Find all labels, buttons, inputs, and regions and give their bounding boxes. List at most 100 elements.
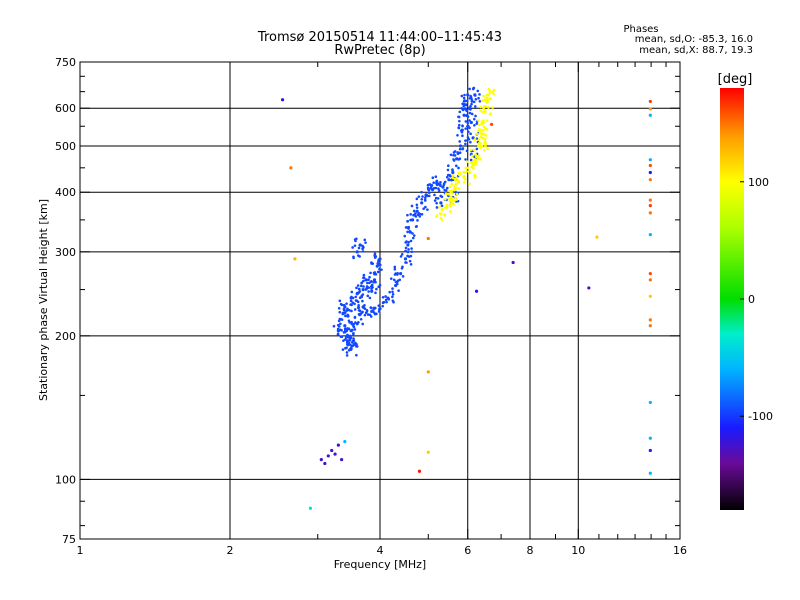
colorbar-ticks: 100 0 -100 bbox=[740, 176, 773, 423]
data-point-jitter bbox=[404, 246, 408, 250]
data-point bbox=[595, 235, 599, 239]
data-point-jitter bbox=[483, 148, 486, 152]
x-tick-label: 16 bbox=[673, 544, 687, 557]
data-point-jitter bbox=[477, 119, 480, 122]
data-point-jitter bbox=[464, 127, 467, 130]
data-point-jitter bbox=[457, 115, 460, 119]
data-point-jitter bbox=[453, 199, 456, 203]
data-point-jitter bbox=[373, 256, 377, 259]
data-point bbox=[474, 289, 479, 293]
data-point-jitter bbox=[472, 100, 476, 104]
data-point-jitter bbox=[433, 199, 437, 202]
data-point-jitter bbox=[441, 207, 444, 210]
x-tick-label: 6 bbox=[464, 544, 471, 557]
data-point-jitter bbox=[415, 206, 419, 209]
data-point-jitter bbox=[355, 353, 358, 357]
data-point-jitter bbox=[412, 234, 416, 237]
data-point-jitter bbox=[405, 261, 408, 264]
data-point-jitter bbox=[453, 185, 456, 189]
data-point bbox=[439, 201, 443, 205]
data-point bbox=[426, 370, 430, 374]
data-point-jitter bbox=[371, 285, 374, 289]
data-point bbox=[511, 260, 515, 265]
data-point-jitter bbox=[392, 278, 396, 282]
data-point-jitter bbox=[450, 182, 454, 186]
data-point-jitter bbox=[350, 322, 354, 326]
data-point-jitter bbox=[362, 246, 365, 249]
data-point-jitter bbox=[461, 147, 464, 151]
data-point-jitter bbox=[423, 199, 427, 202]
data-point-jitter bbox=[357, 304, 360, 307]
data-point-jitter bbox=[365, 287, 368, 291]
data-point-jitter bbox=[462, 96, 466, 100]
data-point bbox=[330, 448, 334, 453]
data-point-jitter bbox=[342, 308, 346, 312]
data-point bbox=[466, 93, 470, 97]
data-point-jitter bbox=[488, 91, 492, 94]
data-point-jitter bbox=[439, 216, 443, 220]
data-point-jitter bbox=[456, 179, 460, 182]
data-point-jitter bbox=[345, 351, 349, 354]
data-point-jitter bbox=[345, 302, 348, 305]
data-point bbox=[361, 287, 365, 292]
data-point-jitter bbox=[440, 195, 444, 199]
data-point-jitter bbox=[462, 175, 465, 179]
data-point-jitter bbox=[418, 212, 422, 216]
data-point-jitter bbox=[395, 282, 399, 286]
data-point-jitter bbox=[482, 98, 486, 102]
data-point-jitter bbox=[435, 201, 438, 205]
data-point-jitter bbox=[350, 320, 353, 324]
colorbar-tick-label: 0 bbox=[748, 293, 755, 306]
y-tick-label: 600 bbox=[55, 102, 76, 115]
y-tick-label: 750 bbox=[55, 56, 76, 69]
data-point-jitter bbox=[452, 202, 456, 206]
data-point bbox=[648, 170, 652, 175]
data-point-jitter bbox=[439, 180, 442, 184]
data-point-jitter bbox=[468, 170, 471, 173]
data-point-jitter bbox=[475, 122, 479, 125]
data-point-jitter bbox=[460, 130, 464, 134]
data-point-jitter bbox=[374, 280, 377, 284]
data-point-jitter bbox=[470, 100, 474, 103]
x-axis-label: Frequency [MHz] bbox=[334, 558, 426, 571]
data-point-jitter bbox=[388, 290, 391, 294]
data-point-jitter bbox=[427, 191, 431, 195]
data-point-jitter bbox=[362, 273, 366, 277]
data-point bbox=[406, 243, 410, 247]
data-point-jitter bbox=[479, 146, 482, 150]
data-point bbox=[364, 278, 368, 282]
data-point-jitter bbox=[482, 125, 486, 129]
data-point-jitter bbox=[448, 185, 452, 189]
data-point-jitter bbox=[340, 329, 343, 332]
data-point-jitter bbox=[451, 168, 454, 171]
data-point bbox=[343, 324, 347, 328]
data-point-jitter bbox=[366, 281, 369, 285]
data-point-jitter bbox=[339, 302, 343, 306]
data-point-jitter bbox=[371, 262, 375, 265]
data-point-jitter bbox=[468, 126, 471, 130]
data-point-jitter bbox=[451, 192, 454, 195]
data-point-jitter bbox=[466, 121, 470, 125]
data-point bbox=[280, 98, 285, 102]
data-point-jitter bbox=[351, 339, 355, 343]
data-point bbox=[648, 448, 652, 453]
data-point-jitter bbox=[407, 248, 410, 251]
data-point-jitter bbox=[393, 265, 397, 269]
data-point-jitter bbox=[410, 250, 414, 254]
chart-subtitle: RwPretec (8p) bbox=[334, 43, 425, 58]
data-point-jitter bbox=[473, 138, 477, 142]
data-point-jitter bbox=[458, 110, 462, 114]
data-point-jitter bbox=[366, 313, 370, 316]
data-point-jitter bbox=[491, 106, 494, 109]
data-point-jitter bbox=[373, 307, 376, 310]
data-point-jitter bbox=[366, 294, 370, 298]
data-point-jitter bbox=[450, 199, 454, 203]
data-point-jitter bbox=[479, 109, 482, 112]
data-point-jitter bbox=[369, 315, 373, 318]
grid-lines bbox=[80, 62, 680, 539]
data-point bbox=[340, 458, 344, 462]
data-point-jitter bbox=[406, 220, 409, 223]
data-point-jitter bbox=[368, 296, 372, 300]
data-point-jitter bbox=[361, 322, 365, 326]
